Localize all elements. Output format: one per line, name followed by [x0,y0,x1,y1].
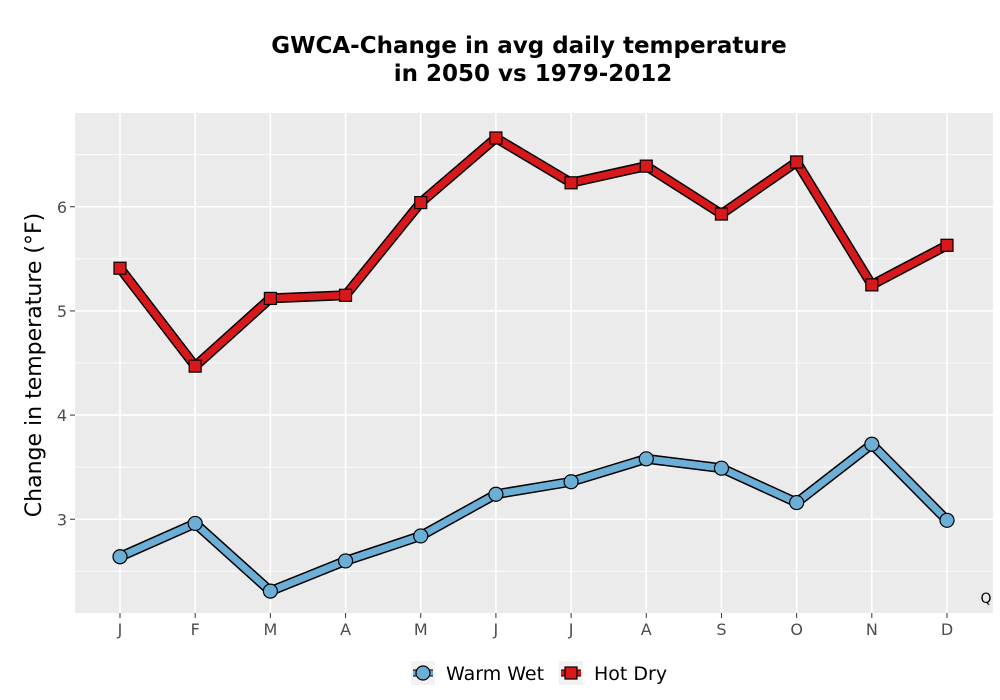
x-tick-label: D [941,620,953,639]
legend-label-warm-wet: Warm Wet [446,663,544,685]
data-point [112,549,128,565]
chart-title-line-1: GWCA-Change in avg daily temperature [271,33,787,59]
legend-marker-square [564,666,578,680]
x-tick-label: O [790,620,803,639]
x-tick-label: J [493,620,499,639]
data-point [714,207,729,221]
data-point [789,494,805,511]
y-tick-label: 5 [57,302,67,321]
data-point [564,176,578,190]
y-tick-label: 6 [57,198,67,217]
y-tick-label: 4 [57,406,67,425]
x-tick-label: M [414,620,428,639]
x-tick-label: N [866,620,878,639]
data-point [262,583,278,599]
corner-label: Q [980,591,991,607]
y-axis-title: Change in temperature (°F) [22,213,47,517]
data-point [638,451,654,467]
data-point [864,436,880,452]
legend-item-hot-dry: Hot Dry [559,661,667,685]
series-line [116,440,951,595]
data-point [113,261,127,275]
data-point [489,131,503,145]
data-point [790,155,804,169]
y-tick-label: 3 [57,510,67,529]
legend-label-hot-dry: Hot Dry [594,663,667,685]
data-point [188,359,202,373]
x-tick-label: S [716,620,726,639]
data-point [563,474,579,490]
series-warm-wet [112,436,955,599]
x-tick-label: F [191,620,200,639]
series-layer [112,131,955,599]
legend: Warm Wet Hot Dry [411,661,667,685]
legend-marker-circle [415,665,431,681]
x-tick-label: A [641,620,652,639]
data-point [488,486,504,502]
chart-title-line-2: in 2050 vs 1979-2012 [394,61,673,87]
data-point [338,288,353,302]
y-axis: 3 4 5 6 [57,198,75,529]
x-tick-label: M [263,620,277,639]
series-hot-dry [113,131,954,373]
x-tick-label: J [117,620,123,639]
data-point [939,512,955,528]
legend-item-warm-wet: Warm Wet [411,661,544,685]
data-point [713,460,730,476]
data-point [865,278,879,292]
series-line [116,134,951,370]
data-point [639,159,653,173]
x-tick-label: A [340,620,351,639]
data-point [263,291,277,306]
x-tick-label: J [568,620,574,639]
data-point [414,195,428,210]
data-point [337,553,354,569]
data-point [187,515,203,532]
data-point [413,528,429,544]
data-point [940,238,954,252]
